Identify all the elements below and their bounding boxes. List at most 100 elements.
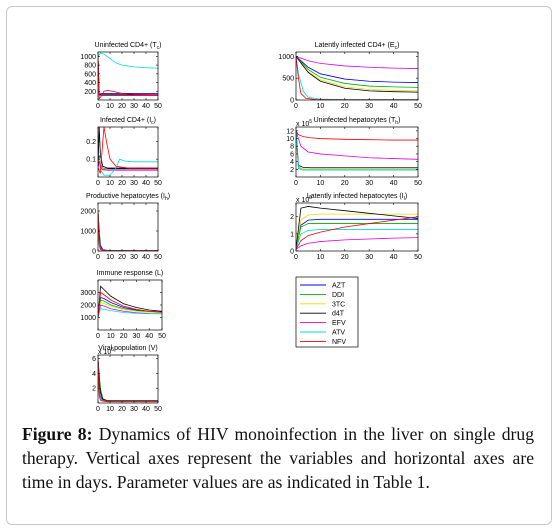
series-line-4 xyxy=(98,358,158,402)
legend-label: DDI xyxy=(332,292,344,299)
x-tick-label: 30 xyxy=(130,180,138,187)
series-line-3 xyxy=(98,56,158,96)
subplot-title: Productive hepatocytes (Ih) xyxy=(86,193,170,202)
y-tick-label: 12 xyxy=(286,128,294,135)
series-line-0 xyxy=(296,218,418,250)
x-tick-label: 10 xyxy=(317,180,325,187)
axes-box xyxy=(97,126,159,178)
y-tick-label: 600 xyxy=(84,71,96,78)
subplot-latently-infected-hepatocytes: Latently infected hepatocytes (Il)x 105 0… xyxy=(290,193,422,261)
subplot-title: Latently infected CD4+ (Ec) xyxy=(315,42,400,51)
x-tick-label: 50 xyxy=(414,254,422,261)
legend-label: d4T xyxy=(332,311,345,318)
series-line-5 xyxy=(98,52,158,69)
x-tick-label: 50 xyxy=(154,254,162,261)
x-tick-label: 0 xyxy=(294,180,298,187)
x-tick-label: 30 xyxy=(133,333,141,340)
series-line-3 xyxy=(98,358,158,402)
x-tick-label: 10 xyxy=(106,254,114,261)
x-tick-label: 0 xyxy=(294,254,298,261)
y-tick-label: 0.2 xyxy=(86,139,96,146)
series-line-1 xyxy=(98,56,158,96)
legend-entry-azt: AZT xyxy=(300,283,346,290)
series-line-6 xyxy=(98,291,162,318)
series-line-2 xyxy=(98,56,158,95)
series-line-0 xyxy=(98,155,158,170)
legend-entry-ddi: DDI xyxy=(300,292,344,299)
x-tick-label: 0 xyxy=(96,103,100,110)
x-tick-label: 50 xyxy=(158,333,166,340)
x-tick-label: 20 xyxy=(118,103,126,110)
series-line-3 xyxy=(98,210,158,251)
x-tick-label: 10 xyxy=(317,254,325,261)
series-line-1 xyxy=(296,56,418,88)
figure-frame xyxy=(6,6,552,525)
series-line-1 xyxy=(98,299,162,318)
x-tick-label: 40 xyxy=(390,254,398,261)
y-tick-label: 4 xyxy=(92,371,96,378)
series-line-5 xyxy=(296,130,418,171)
series-line-5 xyxy=(296,56,418,100)
legend-entry-efv: EFV xyxy=(300,320,346,327)
y-tick-label: 1000 xyxy=(80,229,96,236)
series-line-0 xyxy=(98,358,158,402)
x-tick-label: 30 xyxy=(130,254,138,261)
x-tick-label: 50 xyxy=(414,103,422,110)
x-tick-label: 10 xyxy=(106,180,114,187)
y-tick-label: 4 xyxy=(290,159,294,166)
subplot-title: Uninfected CD4+ (Tc) xyxy=(95,42,162,51)
subplot-latently-infected-cd4: Latently infected CD4+ (Ec)0 10 20 30 40 5005… xyxy=(278,42,422,110)
x-tick-label: 30 xyxy=(365,180,373,187)
y-exponent-label: x 105 xyxy=(98,347,114,356)
series-line-2 xyxy=(98,358,158,402)
legend: AZT DDI 3TC d4T EFV ATV NFV xyxy=(295,276,359,348)
x-tick-label: 20 xyxy=(341,103,349,110)
axes-box xyxy=(295,126,419,178)
legend-entry-d4t: d4T xyxy=(300,311,345,318)
subplot-uninfected-cd4: Uninfected CD4+ (Tc) 0 10 20 30 40 50 200 400 600… xyxy=(80,42,162,110)
x-tick-label: 0 xyxy=(96,180,100,187)
series-line-2 xyxy=(296,213,418,250)
figure-caption: Figure 8: Dynamics of HIV monoinfection … xyxy=(22,422,534,494)
subplot-title: Latently infected hepatocytes (Il) xyxy=(307,193,407,202)
subplot-title: Uninfected hepatocytes (Th) xyxy=(314,117,401,126)
x-tick-label: 20 xyxy=(118,254,126,261)
series-line-5 xyxy=(98,210,158,251)
series-line-3 xyxy=(296,130,418,169)
series-line-2 xyxy=(98,301,162,318)
y-tick-label: 500 xyxy=(282,76,294,83)
x-tick-label: 10 xyxy=(317,103,325,110)
y-tick-label: 0 xyxy=(290,98,294,105)
axes-box xyxy=(97,354,159,404)
x-tick-label: 30 xyxy=(130,406,138,412)
x-tick-label: 40 xyxy=(390,180,398,187)
series-line-3 xyxy=(98,285,162,318)
x-tick-label: 0 xyxy=(96,406,100,412)
x-tick-label: 20 xyxy=(120,333,128,340)
subplot-viral-population: Viral population (V)x 105 0 10 20 30 40 50 2 4 6 xyxy=(92,345,162,412)
y-tick-label: 6 xyxy=(290,151,294,158)
series-line-2 xyxy=(296,130,418,170)
subplot-infected-cd4: Infected CD4+ (Ic) 0 10 20 30 40 50 0.1 0.2 xyxy=(86,117,162,187)
x-tick-label: 40 xyxy=(142,254,150,261)
y-exponent-label: x 105 xyxy=(296,119,312,128)
y-tick-label: 6 xyxy=(92,356,96,363)
series-line-6 xyxy=(98,358,158,403)
axes-box xyxy=(97,202,159,252)
series-line-5 xyxy=(98,308,162,318)
series-line-1 xyxy=(296,223,418,250)
series-line-4 xyxy=(98,210,158,251)
series-line-0 xyxy=(296,56,418,83)
x-tick-label: 10 xyxy=(107,333,115,340)
y-tick-label: 2 xyxy=(290,214,294,221)
y-tick-label: 800 xyxy=(84,63,96,70)
x-tick-label: 50 xyxy=(154,406,162,412)
y-tick-label: 0 xyxy=(290,249,294,256)
series-line-5 xyxy=(98,158,158,176)
axes-box xyxy=(97,51,159,101)
x-tick-label: 0 xyxy=(294,103,298,110)
legend-label: 3TC xyxy=(332,301,345,308)
y-tick-label: 0.1 xyxy=(86,157,96,164)
subplot-immune-response: Immune response (L) 0 10 20 30 40 50 1000 2000 30… xyxy=(80,270,166,340)
x-tick-label: 30 xyxy=(365,103,373,110)
